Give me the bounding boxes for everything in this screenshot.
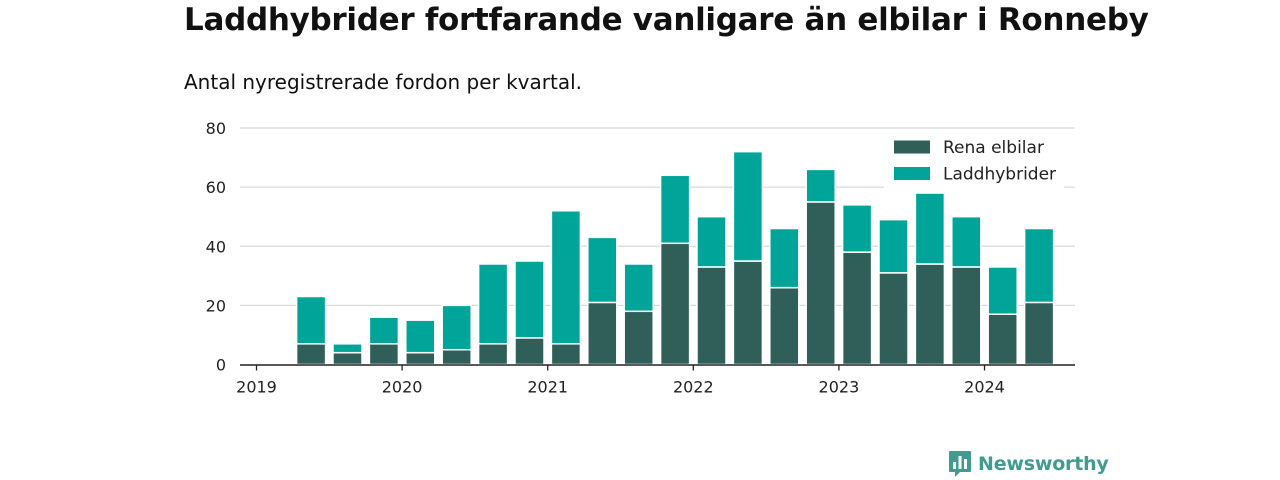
bar-rena-elbilar xyxy=(914,263,946,366)
legend-swatch xyxy=(894,140,930,154)
bar-laddhybrider xyxy=(514,260,545,339)
bar-laddhybrider xyxy=(623,263,654,313)
y-tick-label: 40 xyxy=(206,237,226,256)
bar-laddhybrider xyxy=(659,174,691,245)
bar-rena-elbilar xyxy=(332,351,363,366)
x-tick-label: 2021 xyxy=(527,378,568,397)
bar-laddhybrider xyxy=(987,266,1018,315)
bar-laddhybrider xyxy=(1023,227,1055,304)
bar-rena-elbilar xyxy=(659,242,691,366)
y-axis-ticks: 0 20 40 60 80 xyxy=(206,119,226,375)
bar-rena-elbilar xyxy=(1023,301,1055,366)
bar-rena-elbilar xyxy=(769,286,800,366)
bars xyxy=(295,150,1055,366)
legend-swatch xyxy=(894,167,930,180)
bar-laddhybrider xyxy=(769,227,800,289)
y-tick-label: 0 xyxy=(216,356,226,375)
bar-rena-elbilar xyxy=(477,343,509,366)
y-tick-label: 60 xyxy=(206,178,226,197)
bar-laddhybrider xyxy=(405,319,436,354)
bar-rena-elbilar xyxy=(732,260,764,366)
bar-rena-elbilar xyxy=(550,343,582,366)
bar-laddhybrider xyxy=(696,215,727,268)
x-axis-ticks: 2019 2020 2021 2022 2023 2024 xyxy=(236,365,1005,397)
bar-laddhybrider xyxy=(841,204,873,253)
brand: Newsworthy xyxy=(948,450,1109,478)
y-tick-label: 20 xyxy=(206,296,226,315)
bar-rena-elbilar xyxy=(514,337,545,366)
bar-rena-elbilar xyxy=(987,313,1018,366)
bar-rena-elbilar xyxy=(441,348,472,366)
bar-laddhybrider xyxy=(914,192,946,265)
bar-laddhybrider xyxy=(441,304,472,351)
bar-rena-elbilar xyxy=(405,351,436,366)
bar-rena-elbilar xyxy=(587,301,618,366)
legend-label: Laddhybrider xyxy=(943,165,1056,185)
bar-laddhybrider xyxy=(878,218,909,274)
bar-rena-elbilar xyxy=(878,272,909,366)
legend: Rena elbilar Laddhybrider xyxy=(884,133,1064,188)
bar-rena-elbilar xyxy=(368,343,400,366)
bar-laddhybrider xyxy=(550,210,582,345)
x-tick-label: 2023 xyxy=(819,378,860,397)
bar-laddhybrider xyxy=(295,295,327,345)
bar-laddhybrider xyxy=(477,263,509,345)
bar-rena-elbilar xyxy=(841,251,873,366)
legend-label: Rena elbilar xyxy=(943,138,1044,158)
bar-rena-elbilar xyxy=(623,310,654,366)
x-tick-label: 2019 xyxy=(236,378,277,397)
bar-rena-elbilar xyxy=(805,201,836,366)
chart-title: Laddhybrider fortfarande vanligare än el… xyxy=(184,2,1149,38)
bar-laddhybrider xyxy=(368,316,400,345)
bar-rena-elbilar xyxy=(951,266,982,366)
bar-laddhybrider xyxy=(587,236,618,304)
chart-subtitle: Antal nyregistrerade fordon per kvartal. xyxy=(184,70,583,94)
bar-laddhybrider xyxy=(805,168,836,203)
x-tick-label: 2022 xyxy=(673,378,714,397)
newsworthy-logo-icon xyxy=(949,451,971,477)
brand-name: Newsworthy xyxy=(978,453,1109,475)
bar-laddhybrider xyxy=(732,150,764,262)
bar-laddhybrider xyxy=(951,215,982,268)
x-tick-label: 2024 xyxy=(964,378,1005,397)
bar-laddhybrider xyxy=(332,343,363,354)
bar-rena-elbilar xyxy=(696,266,727,366)
bar-rena-elbilar xyxy=(295,343,327,366)
x-tick-label: 2020 xyxy=(382,378,423,397)
y-tick-label: 80 xyxy=(206,119,226,138)
